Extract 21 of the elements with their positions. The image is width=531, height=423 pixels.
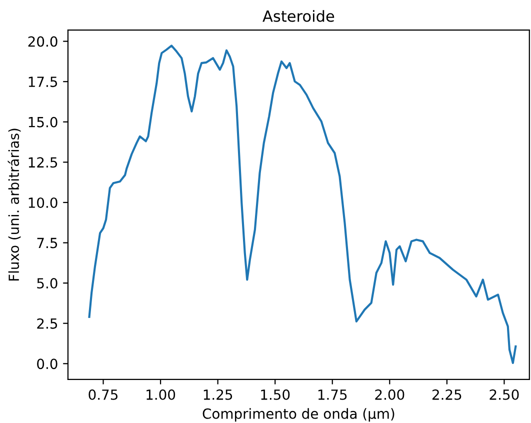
x-tick-label: 2.50 xyxy=(490,389,519,400)
y-tick-label: 20.0 xyxy=(28,36,58,47)
chart-title: Asteroide xyxy=(262,10,334,22)
x-tick-label: 2.25 xyxy=(432,389,462,400)
y-tick-label: 7.5 xyxy=(37,238,58,248)
y-tick-label: 15.0 xyxy=(28,116,58,128)
y-tick-label: 5.0 xyxy=(37,278,58,289)
x-tick-label: 2.00 xyxy=(375,389,404,400)
y-tick-label: 2.5 xyxy=(37,318,58,329)
y-tick-label: 10.0 xyxy=(28,197,58,208)
x-axis-title: Comprimento de onda (μm) xyxy=(202,408,394,422)
x-tick-label: 0.75 xyxy=(88,389,118,400)
y-axis-title: Fluxo (uni. arbitrárias) xyxy=(8,128,21,281)
x-tick-label: 1.75 xyxy=(318,390,347,400)
y-tick-label: 12.5 xyxy=(28,157,58,168)
y-tick-label: 17.5 xyxy=(28,76,58,88)
y-tick-label: 0.0 xyxy=(37,358,58,370)
x-tick-label: 1.25 xyxy=(204,389,232,400)
x-tick-label: 1.50 xyxy=(261,389,290,400)
line-series xyxy=(88,44,517,364)
x-tick-label: 1.00 xyxy=(146,389,176,400)
